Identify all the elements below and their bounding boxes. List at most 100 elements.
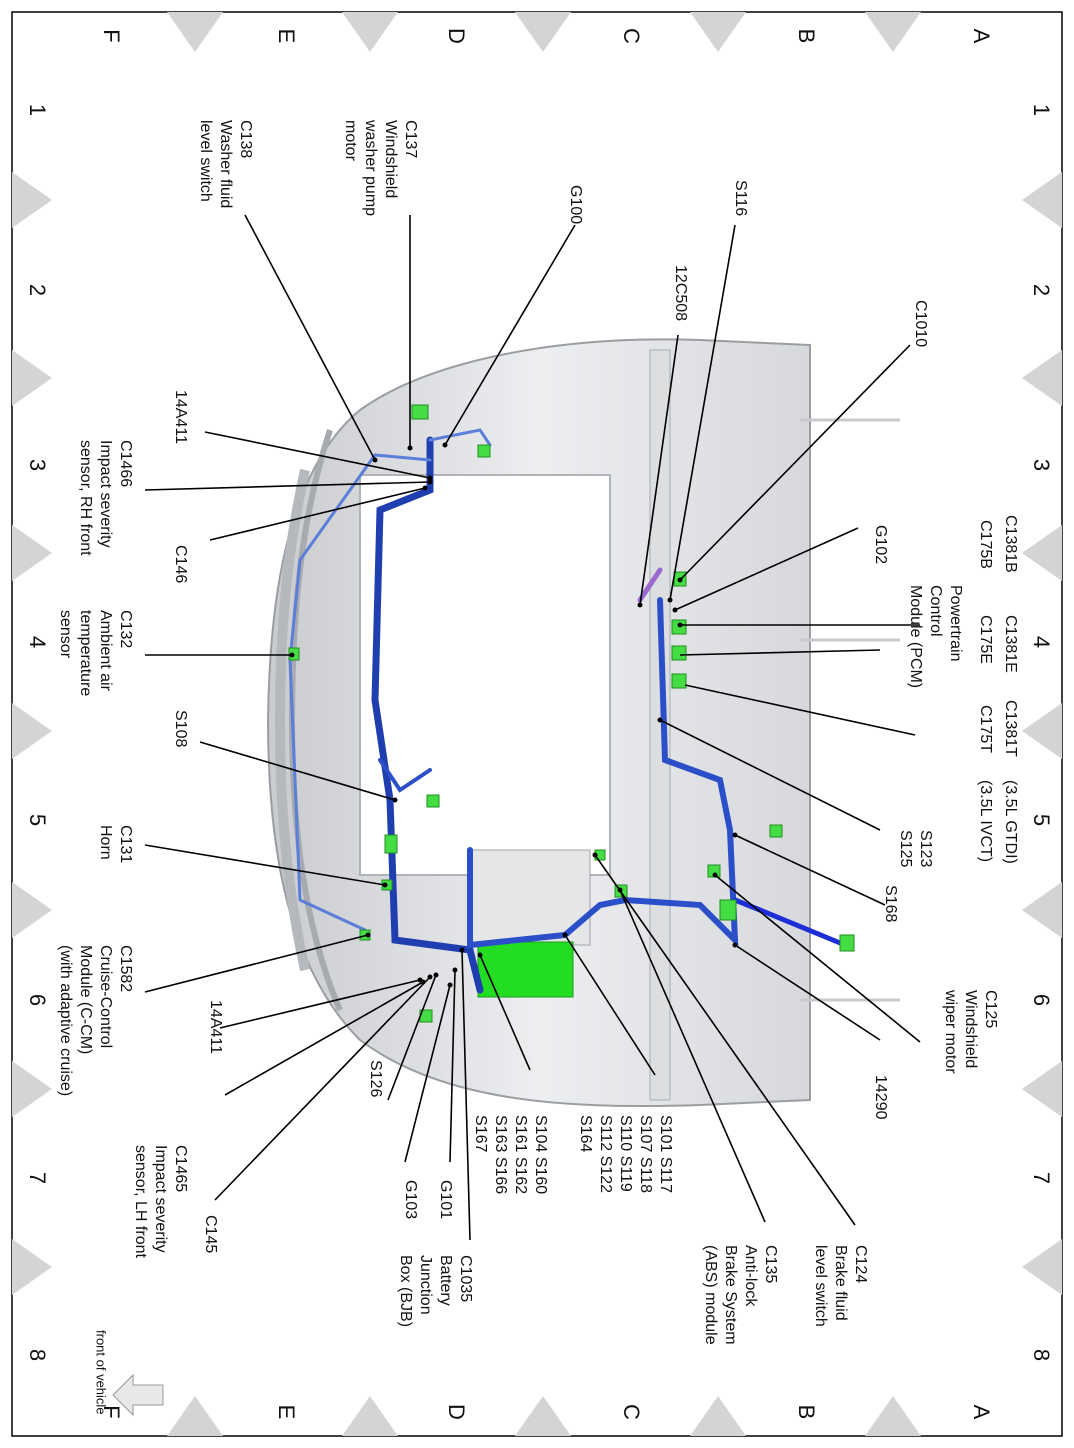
callout-text: sensor [57, 610, 74, 659]
grid-marker [12, 703, 52, 759]
grid-row-label: 5 [25, 814, 50, 826]
grid-row-label: 5 [1029, 814, 1054, 826]
callout-text: C1582 [117, 945, 134, 992]
leader-end [433, 972, 439, 978]
leader-end [732, 942, 738, 948]
callout-text: C135 [762, 1245, 779, 1283]
grid-marker [12, 1239, 52, 1295]
callout-text: C1010 [912, 300, 929, 347]
callout-text: G101 [437, 1180, 454, 1219]
leader-end [289, 652, 295, 658]
callout-text: S168 [882, 885, 899, 922]
leader-end [392, 797, 398, 803]
grid-column-label: F [99, 1405, 124, 1418]
grid-marker [515, 1396, 571, 1436]
callout-text: Junction [417, 1255, 434, 1315]
leader-end [562, 932, 568, 938]
leader-end [427, 475, 433, 481]
grid-marker [1022, 350, 1062, 406]
leader-line [734, 944, 881, 1041]
callout-text: temperature [77, 610, 94, 696]
grid-marker [12, 172, 52, 228]
callout-text: G103 [402, 1180, 419, 1219]
callout-text: S107 S118 [637, 1115, 654, 1193]
leader-end [637, 602, 643, 608]
grid-marker [865, 12, 921, 52]
callout-text: S101 S117 [657, 1115, 674, 1193]
callout-text: Brake fluid [832, 1245, 849, 1321]
leader-line [479, 954, 531, 1071]
leader-line [387, 974, 437, 1101]
callout-text: S108 [172, 710, 189, 747]
callout-text: Windshield [382, 120, 399, 198]
callout-text: C146 [172, 545, 189, 583]
callout-text: Impact severity [97, 440, 114, 548]
callout-text: washer pump [362, 119, 379, 216]
grid-row-label: 8 [25, 1349, 50, 1361]
callout-text: Horn [97, 825, 114, 860]
callout-text: level switch [812, 1245, 829, 1327]
grid-markers [12, 12, 1062, 1436]
callout-text: C138 [237, 120, 254, 158]
leader-end [382, 882, 388, 888]
grid-marker [690, 1396, 746, 1436]
callout-text: wiper motor [942, 989, 959, 1074]
leader-line [594, 854, 856, 1226]
leader-end [422, 485, 428, 491]
callout-text: Box (BJB) [397, 1255, 414, 1327]
grid-row-label: 3 [25, 459, 50, 471]
grid-column-label: E [274, 1405, 299, 1420]
leader-line [639, 334, 679, 606]
callout-text: G100 [567, 185, 584, 224]
callout-text: (3.5L IVCT) [977, 780, 994, 862]
callout-text: S161 S162 [512, 1115, 529, 1194]
leader-line [669, 224, 736, 601]
callout-text: Anti-lock [742, 1245, 759, 1307]
grid-marker [1022, 172, 1062, 228]
grid-marker [1022, 882, 1062, 938]
leader-end [372, 457, 378, 463]
grid-column-label: D [444, 1404, 469, 1420]
callout-text: S112 S122 [597, 1115, 614, 1193]
leader-line [674, 527, 859, 611]
callout-text: C175T [977, 705, 994, 753]
grid-row-label: 3 [1029, 459, 1054, 471]
vehicle [266, 338, 900, 1108]
callout-text: C132 [117, 610, 134, 648]
grid-row-label: 7 [25, 1172, 50, 1184]
callout-text: Impact severity [152, 1145, 169, 1253]
grid-row-label: 6 [25, 994, 50, 1006]
grid-column-label: C [619, 28, 644, 44]
callout-text: C175B [977, 520, 994, 569]
callout-text: C1035 [457, 1255, 474, 1302]
leader-line [144, 481, 431, 491]
callout-text: Powertrain [947, 585, 964, 661]
callout-text: (3.5L GTDI) [1002, 780, 1019, 864]
leader-line [144, 934, 369, 993]
grid-row-label: 6 [1029, 994, 1054, 1006]
leader-line [404, 984, 451, 1163]
leader-end [407, 445, 413, 451]
leader-line [219, 979, 421, 1029]
callout-text: S104 S160 [532, 1115, 549, 1194]
grid-row-label: 8 [1029, 1349, 1054, 1361]
leader-end [677, 577, 683, 583]
leader-line [444, 224, 576, 446]
callout-text: Ambient air [97, 610, 114, 692]
leader-end [477, 952, 483, 958]
callout-text: Module (PCM) [907, 585, 924, 688]
grid-marker [342, 12, 398, 52]
callout-text: G102 [872, 525, 889, 564]
callout-text: sensor, LH front [132, 1145, 149, 1259]
callout-text: level switch [197, 120, 214, 202]
leader-end [365, 932, 371, 938]
callout-text: Control [927, 585, 944, 637]
callout-text: 14290 [872, 1075, 889, 1120]
callout-text: C1466 [117, 440, 134, 487]
callout-text: 14A411 [172, 390, 189, 444]
front-label: front of vehicle [94, 1330, 109, 1415]
callout-text: Windshield [962, 990, 979, 1068]
callout-text: S110 S119 [617, 1115, 634, 1192]
grid-marker [1022, 1061, 1062, 1117]
